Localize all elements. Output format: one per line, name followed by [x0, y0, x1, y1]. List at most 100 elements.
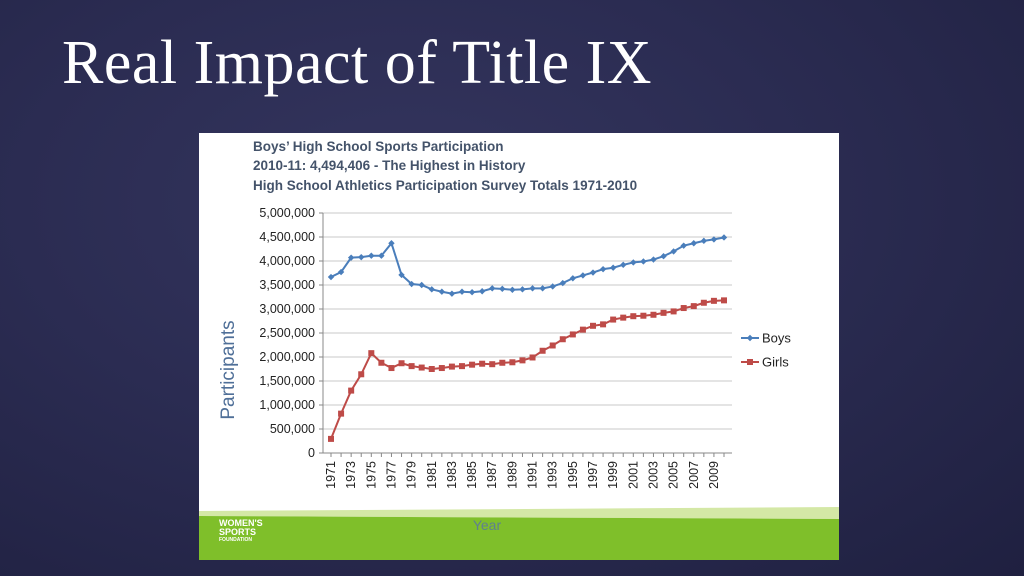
boys-point [489, 285, 496, 292]
boys-point [529, 285, 536, 292]
girls-point [358, 371, 365, 378]
boys-point [690, 240, 697, 247]
girls-point [338, 410, 345, 417]
girls-point [489, 361, 496, 368]
x-tick-label: 2001 [626, 461, 640, 489]
green-footer-band [199, 507, 839, 560]
boys-series-line [330, 236, 725, 295]
girls-point [408, 363, 415, 370]
girls-point [428, 366, 435, 372]
x-tick-label: 1987 [485, 461, 499, 489]
slide-title: Real Impact of Title IX [62, 29, 653, 97]
x-tick-label: 1985 [465, 461, 479, 489]
boys-point [660, 253, 667, 260]
boys-point [720, 234, 728, 241]
x-tick-label: 1971 [324, 461, 338, 489]
chart-title-line-1: Boys’ High School Sports Participation [253, 139, 504, 154]
girls-point [569, 331, 576, 338]
girls-point [590, 322, 596, 329]
chart-panel: Boys’ High School Sports Participation 2… [199, 133, 839, 560]
y-axis-label: Participants [218, 320, 239, 419]
y-tick-label: 3,500,000 [259, 278, 315, 292]
series [327, 234, 728, 442]
boys-point [388, 240, 395, 247]
x-tick-label: 1975 [364, 461, 378, 489]
boys-point [327, 273, 335, 281]
boys-point [398, 271, 405, 279]
boys-point [700, 237, 708, 245]
x-tick-label: 1991 [526, 461, 540, 489]
girls-point [378, 359, 385, 366]
boys-point [599, 265, 607, 273]
axes [319, 212, 732, 457]
boys-point [358, 253, 365, 261]
boys-point [539, 285, 546, 292]
x-tick-label: 1989 [505, 461, 519, 489]
gridlines [323, 212, 732, 430]
girls-point [610, 316, 617, 323]
x-tick-label: 1995 [566, 461, 580, 489]
boys-point [428, 286, 435, 293]
girls-point [539, 347, 546, 354]
boys-point [650, 256, 657, 263]
girls-series-line [330, 299, 725, 440]
boys-point [378, 252, 385, 259]
girls-point [700, 299, 707, 306]
girls-point [368, 350, 375, 357]
y-tick-label: 4,500,000 [259, 230, 315, 244]
girls-point [620, 314, 627, 321]
girls-point [519, 357, 526, 364]
girls-point [388, 365, 395, 372]
y-tick-label: 0 [308, 446, 315, 460]
girls-point [499, 359, 506, 366]
legend-item-girls: Girls [741, 355, 789, 370]
girls-point [418, 364, 425, 371]
y-tick-label: 2,500,000 [259, 326, 315, 340]
boys-point [569, 275, 577, 282]
girls-point [348, 387, 355, 394]
boys-point [468, 289, 476, 296]
x-tick-label: 1977 [384, 461, 398, 489]
x-tick-label: 1993 [546, 461, 560, 489]
boys-point [549, 283, 556, 290]
y-tick-label: 500,000 [270, 422, 315, 436]
line-chart: 0 500,000 1,000,000 1,500,000 2,000,000 2,500… [199, 206, 839, 560]
legend-marker [747, 359, 753, 365]
x-tick-label: 1981 [425, 461, 439, 489]
girls-point [640, 312, 647, 319]
girls-point [660, 309, 667, 316]
girls-point [579, 326, 586, 333]
girls-point [650, 311, 657, 318]
x-tick-labels: 1971 1973 1975 1977 1979 1981 1983 1985 1987 1989… [324, 461, 721, 489]
legend-marker [746, 334, 754, 342]
boys-point [499, 285, 506, 293]
boys-point [710, 236, 718, 243]
legend: Boys Girls [741, 331, 791, 370]
girls-point [459, 363, 465, 370]
boys-point [347, 254, 355, 261]
x-tick-label: 1979 [405, 461, 419, 489]
y-tick-label: 5,000,000 [259, 206, 315, 220]
girls-point [630, 313, 637, 320]
girls-point [600, 321, 607, 328]
girls-point [529, 354, 536, 361]
womens-sports-foundation-logo: WOMEN'S SPORTS FOUNDATION [219, 519, 263, 543]
boys-point [337, 268, 345, 276]
boys-point [458, 288, 466, 295]
boys-point [438, 288, 446, 295]
x-axis-label: Year [473, 517, 502, 533]
x-tick-label: 2005 [667, 461, 681, 489]
girls-point [438, 365, 445, 372]
logo-line-1: WOMEN'S [219, 518, 263, 528]
boys-point [418, 281, 425, 289]
girls-point [680, 305, 687, 312]
boys-point [448, 290, 456, 297]
x-tick-label: 1983 [445, 461, 459, 489]
y-tick-label: 1,000,000 [259, 398, 315, 412]
x-tick-label: 1973 [344, 461, 358, 489]
boys-point [620, 261, 627, 269]
logo-line-3: FOUNDATION [219, 537, 252, 543]
logo-line-2: SPORTS [219, 527, 257, 537]
girls-point [509, 359, 516, 366]
x-tick-label: 1999 [606, 461, 620, 489]
